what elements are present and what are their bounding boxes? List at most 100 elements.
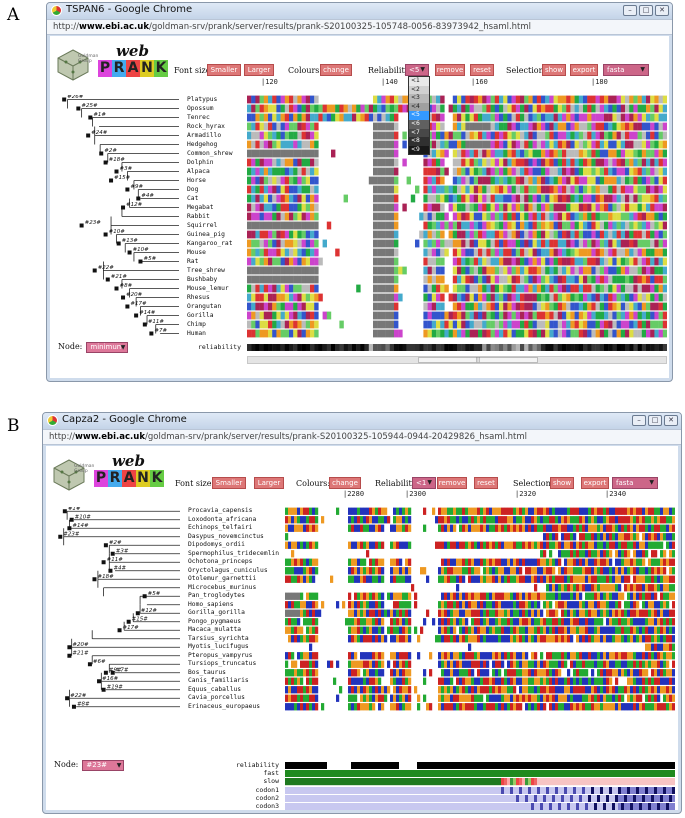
species-label[interactable]: Macaca_mulatta	[188, 626, 242, 633]
reliability-dropdown-list[interactable]: <1 <2 <3 <4 <5 <6 <7 <8 <9	[408, 76, 430, 156]
change-colours-button[interactable]: change	[329, 477, 361, 489]
species-label[interactable]: Erinaceus_europaeus	[188, 702, 261, 710]
tree-node-marker[interactable]	[103, 232, 108, 237]
tree-node-marker[interactable]	[62, 509, 67, 514]
species-label[interactable]: Tree_shrew	[187, 267, 225, 274]
species-label[interactable]: Dipodomys_ordii	[188, 541, 245, 548]
species-label[interactable]: Homo_sapiens	[188, 600, 234, 608]
species-label[interactable]: Tenrec	[187, 114, 210, 121]
dropdown-option[interactable]: <3	[409, 94, 429, 103]
tree-node-marker[interactable]	[114, 286, 119, 291]
tree-node-marker[interactable]	[105, 277, 110, 282]
species-label[interactable]: Myotis_lucifugus	[188, 643, 249, 650]
minimize-button[interactable]: –	[623, 5, 637, 16]
change-colours-button[interactable]: change	[320, 64, 352, 76]
reset-button[interactable]: reset	[474, 477, 498, 489]
species-label[interactable]: Opossum	[187, 105, 214, 112]
species-label[interactable]: Gorilla_gorilla	[188, 609, 245, 616]
species-label[interactable]: Cat	[187, 195, 199, 202]
species-label[interactable]: Ochotona_princeps	[188, 558, 253, 565]
tree-node-marker[interactable]	[86, 133, 91, 138]
tree-node-marker[interactable]	[110, 551, 115, 556]
species-label[interactable]: Bushbaby	[187, 276, 218, 283]
tree-node-marker[interactable]	[67, 526, 72, 531]
tree-node-marker[interactable]	[99, 151, 104, 156]
tree-node-marker[interactable]	[69, 517, 74, 522]
tree-node-marker[interactable]	[103, 543, 108, 548]
address-bar[interactable]: http://www.ebi.ac.uk/goldman-srv/prank/s…	[47, 19, 672, 35]
species-label[interactable]: Pteropus_vampyrus	[188, 651, 253, 659]
close-button[interactable]: ✕	[655, 5, 669, 16]
export-button[interactable]: export	[570, 64, 598, 76]
tree-node-marker[interactable]	[58, 534, 63, 539]
reset-button[interactable]: reset	[470, 64, 494, 76]
tree-node-marker[interactable]	[87, 662, 92, 667]
species-label[interactable]: Equus_caballus	[188, 685, 242, 693]
dropdown-option[interactable]: <8	[409, 137, 429, 146]
species-label[interactable]: Dasypus_novemcinctus	[188, 532, 264, 540]
reliability-select[interactable]: <5 ▼	[405, 64, 429, 76]
tree-node-marker[interactable]	[92, 268, 97, 273]
species-label[interactable]: Bos_taurus	[188, 668, 226, 676]
species-label[interactable]: Canis_familiaris	[188, 677, 249, 684]
dropdown-option[interactable]: <6	[409, 119, 429, 129]
tree-node-marker[interactable]	[108, 568, 113, 573]
tree-node-marker[interactable]	[79, 223, 84, 228]
maximize-button[interactable]: □	[648, 415, 662, 426]
species-label[interactable]: Chimp	[187, 321, 206, 328]
export-button[interactable]: export	[581, 477, 609, 489]
tree-node-marker[interactable]	[103, 160, 108, 165]
address-bar[interactable]: http://www.ebi.ac.uk/goldman-srv/prank/s…	[43, 429, 681, 445]
species-label[interactable]: Mouse	[187, 249, 206, 256]
tree-node-marker[interactable]	[67, 645, 72, 650]
species-label[interactable]: Common_shrew	[187, 150, 233, 157]
tree-node-marker[interactable]	[134, 313, 139, 318]
species-label[interactable]: Procavia_capensis	[188, 507, 253, 514]
remove-button[interactable]: remove	[437, 477, 467, 489]
format-select[interactable]: fasta ▼	[612, 477, 658, 489]
remove-button[interactable]: remove	[435, 64, 465, 76]
species-label[interactable]: Mouse_lemur	[187, 285, 229, 292]
tree-node-marker[interactable]	[114, 169, 119, 174]
species-label[interactable]: Loxodonta_africana	[188, 515, 257, 523]
tree-node-marker[interactable]	[117, 628, 122, 633]
url-text[interactable]: http://www.ebi.ac.uk/goldman-srv/prank/s…	[53, 22, 532, 32]
tree-node-marker[interactable]	[76, 106, 81, 111]
smaller-button[interactable]: Smaller	[212, 477, 246, 489]
tree-node-marker[interactable]	[149, 331, 154, 336]
tree-node-marker[interactable]	[136, 196, 141, 201]
species-label[interactable]: Alpaca	[187, 168, 210, 175]
species-label[interactable]: Dolphin	[187, 159, 214, 166]
show-button[interactable]: show	[550, 477, 574, 489]
tree-node-marker[interactable]	[135, 611, 140, 616]
species-label[interactable]: Orangutan	[187, 303, 222, 310]
species-label[interactable]: Human	[187, 330, 206, 337]
tree-node-marker[interactable]	[101, 560, 106, 565]
tree-node-marker[interactable]	[65, 696, 70, 701]
species-label[interactable]: Platypus	[187, 96, 218, 103]
species-label[interactable]: Oryctolagus_cuniculus	[188, 566, 268, 574]
tree-node-marker[interactable]	[71, 704, 76, 709]
tree-node-marker[interactable]	[126, 619, 131, 624]
species-label[interactable]: Rock_hyrax	[187, 123, 225, 130]
species-label[interactable]: Rhesus	[187, 294, 210, 301]
species-label[interactable]: Dog	[187, 186, 199, 193]
species-label[interactable]: Pan_troglodytes	[188, 592, 245, 599]
tree-node-marker[interactable]	[88, 115, 93, 120]
tree-node-marker[interactable]	[125, 187, 130, 192]
tree-node-marker[interactable]	[101, 687, 106, 692]
tree-node-marker[interactable]	[62, 97, 67, 102]
close-button[interactable]: ✕	[664, 415, 678, 426]
species-label[interactable]: Rat	[187, 258, 199, 265]
species-label[interactable]: Otolemur_garnettii	[188, 575, 257, 582]
node-select[interactable]: minimum ▼	[86, 342, 129, 353]
species-label[interactable]: Cavia_porcellus	[188, 694, 245, 701]
tree-node-marker[interactable]	[142, 322, 147, 327]
species-label[interactable]: Horse	[187, 177, 206, 184]
show-button[interactable]: show	[542, 64, 566, 76]
dropdown-option[interactable]: <7	[409, 128, 429, 138]
dropdown-option[interactable]: <5	[409, 111, 429, 120]
sequence-alignment[interactable]	[285, 507, 675, 711]
larger-button[interactable]: Larger	[254, 477, 284, 489]
tree-node-marker[interactable]	[121, 295, 126, 300]
